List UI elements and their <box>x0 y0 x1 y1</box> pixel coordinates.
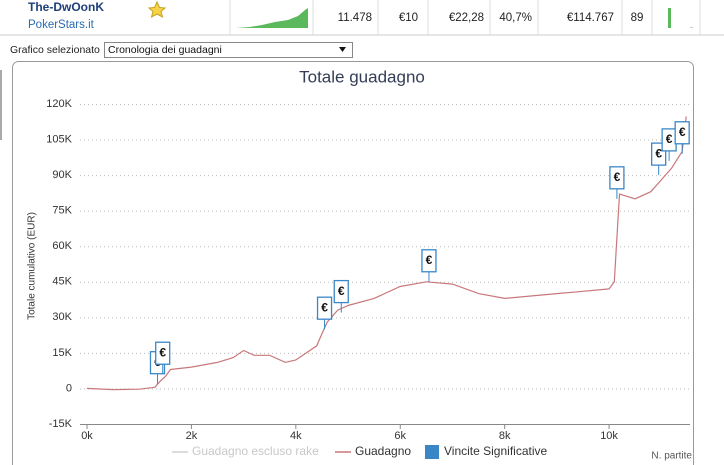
x-tick-label: 4k <box>290 430 302 442</box>
sparkline <box>236 8 308 28</box>
y-tick-label: 90K <box>52 169 72 181</box>
cell: €22,28 <box>449 12 484 24</box>
win-marker <box>155 341 171 365</box>
cell: 89 <box>631 12 644 24</box>
win-icon: € <box>655 146 662 160</box>
cell: €114.767 <box>567 12 614 24</box>
significant-win[interactable]: € <box>155 341 171 375</box>
win-icon: € <box>614 170 621 184</box>
legend-item[interactable]: Guadagno <box>335 444 411 458</box>
win-icon: € <box>338 284 345 298</box>
cell: 40,7% <box>499 12 532 24</box>
legend-item[interactable]: Guadagno escluso rake <box>172 444 319 458</box>
y-tick-label: 0 <box>66 382 72 394</box>
chart-select[interactable] <box>104 42 353 58</box>
cell-dividers <box>229 0 701 35</box>
cell: 11.478 <box>338 12 372 24</box>
win-icon: € <box>679 125 686 139</box>
side-edge <box>0 70 2 140</box>
win-marker <box>609 166 625 190</box>
significant-win[interactable]: € <box>421 249 437 282</box>
win-marker <box>333 279 349 304</box>
legend-label: Guadagno escluso rake <box>192 444 319 458</box>
win-icon: € <box>321 300 328 314</box>
significant-win[interactable]: € <box>674 121 690 154</box>
legend-label: Vincite Significative <box>444 444 547 458</box>
y-tick-label: 75K <box>52 205 72 217</box>
legend-item[interactable]: Vincite Significative <box>425 444 547 459</box>
y-tick-label: 60K <box>52 240 72 252</box>
y-tick-label: 30K <box>52 311 72 323</box>
y-tick-label: -15K <box>49 418 73 430</box>
legend-label: Guadagno <box>355 444 411 458</box>
significant-win[interactable]: € <box>609 166 625 199</box>
win-marker <box>421 249 437 273</box>
win-marker <box>674 121 690 145</box>
cell: €10 <box>399 12 418 24</box>
win-icon: € <box>666 132 673 146</box>
selector-label: Grafico selezionato <box>10 44 100 56</box>
win-icon: € <box>159 345 166 359</box>
y-tick-label: 120K <box>46 98 72 110</box>
y-tick-label: 45K <box>52 276 72 288</box>
y-tick-label: 15K <box>52 347 72 359</box>
select-value[interactable]: Cronologia dei guadagni <box>108 44 222 56</box>
chart-panel <box>12 61 694 465</box>
win-icon: € <box>426 253 433 267</box>
y-axis-label: Totale cumulativo (EUR) <box>27 212 38 320</box>
significant-win[interactable]: € <box>316 296 333 330</box>
site-name: PokerStars.it <box>28 19 95 31</box>
chart-title: Totale guadagno <box>299 67 425 86</box>
y-tick-label: 105K <box>46 133 72 145</box>
mini-bar <box>668 8 671 28</box>
plot: -15K 0 15K 30K 45K 60K 75K 90K 105K 120K 0k 2k 4k 6k 8… <box>46 98 690 459</box>
series-line <box>86 116 687 391</box>
x-tick-label: 0k <box>81 430 93 442</box>
x-axis-label: N. partite <box>651 451 692 462</box>
x-tick-label: 8k <box>499 430 511 442</box>
x-tick-label: 2k <box>186 430 198 442</box>
player-name[interactable]: The-DwOonK <box>28 0 104 14</box>
dropdown-arrow[interactable] <box>339 47 346 52</box>
favorite-star[interactable] <box>147 0 167 19</box>
header-row <box>0 0 724 35</box>
mini-bar <box>690 27 693 28</box>
x-tick-label: 6k <box>394 430 406 442</box>
win-marker <box>316 296 333 320</box>
x-tick-label: 10k <box>600 430 618 442</box>
significant-win[interactable]: € <box>333 279 349 313</box>
legend-swatch <box>425 445 439 459</box>
